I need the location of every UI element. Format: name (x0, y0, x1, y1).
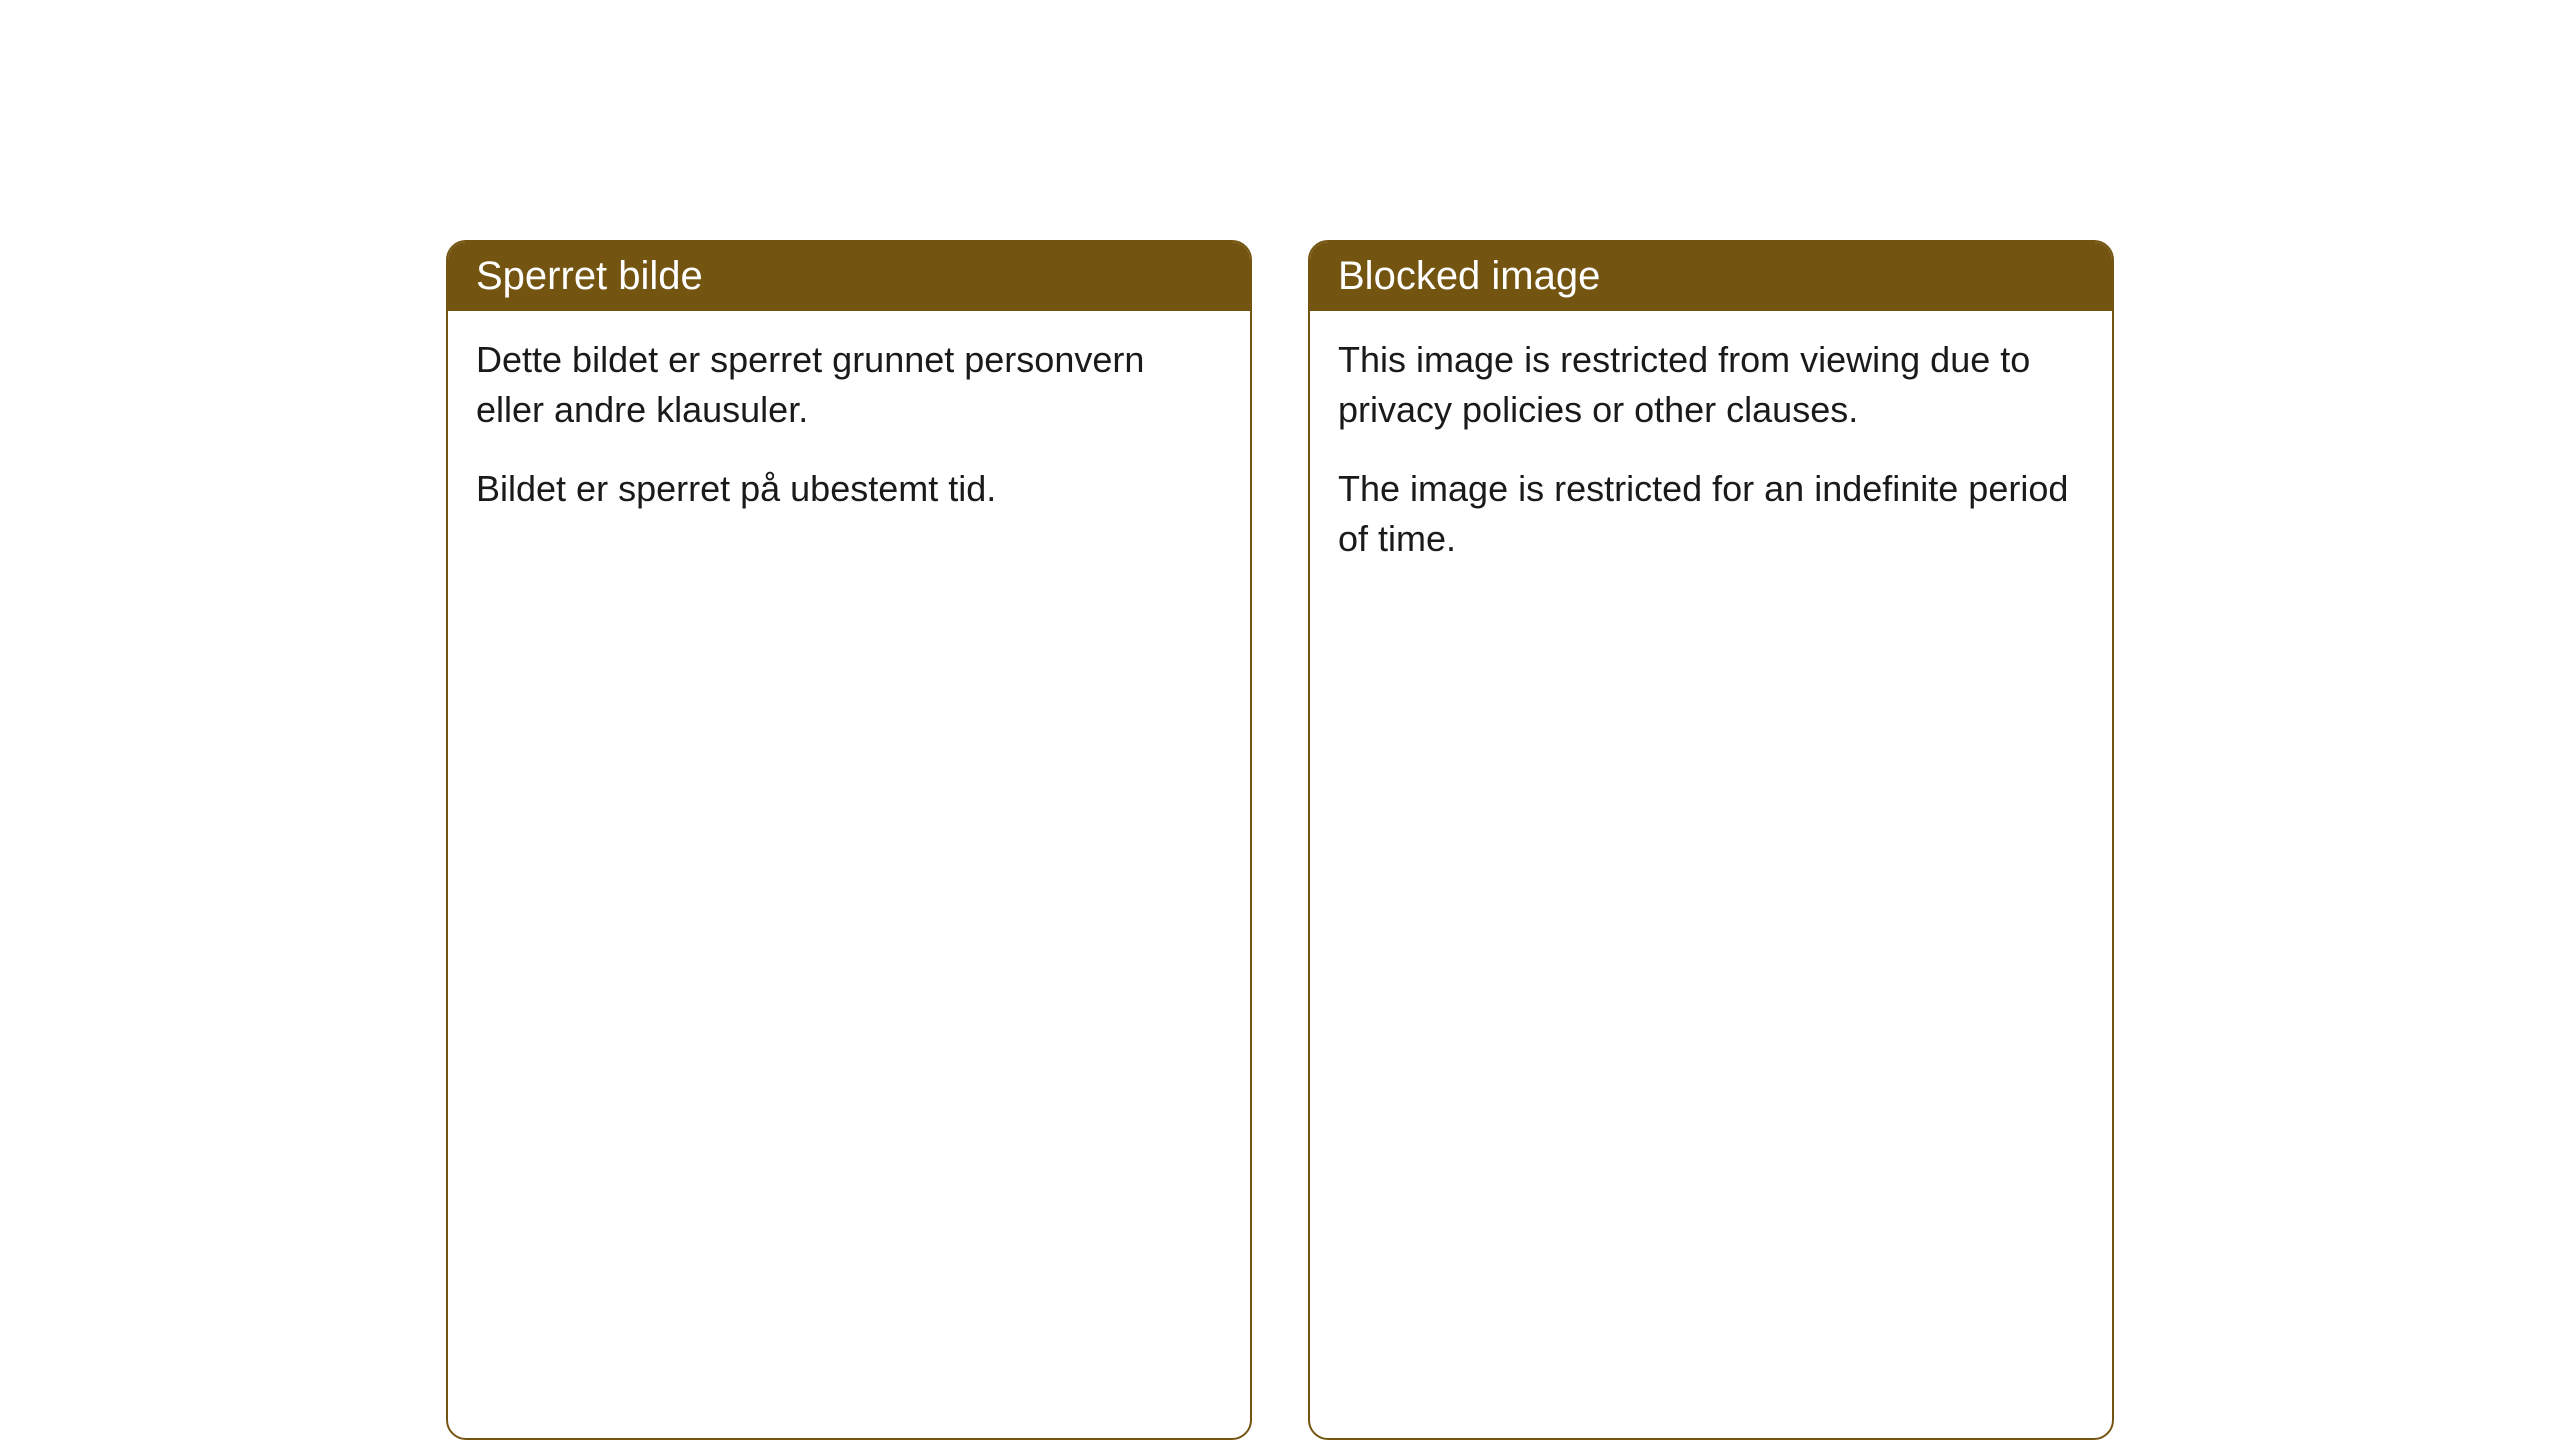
blocked-image-card-en: Blocked image This image is restricted f… (1308, 240, 2114, 1440)
card-paragraph-en-1: This image is restricted from viewing du… (1338, 335, 2084, 436)
card-paragraph-nb-1: Dette bildet er sperret grunnet personve… (476, 335, 1222, 436)
card-body-en: This image is restricted from viewing du… (1310, 311, 2112, 625)
card-title-nb: Sperret bilde (448, 242, 1250, 311)
card-paragraph-en-2: The image is restricted for an indefinit… (1338, 464, 2084, 565)
card-title-en: Blocked image (1310, 242, 2112, 311)
notice-container: Sperret bilde Dette bildet er sperret gr… (446, 240, 2114, 1440)
blocked-image-card-nb: Sperret bilde Dette bildet er sperret gr… (446, 240, 1252, 1440)
card-body-nb: Dette bildet er sperret grunnet personve… (448, 311, 1250, 574)
card-paragraph-nb-2: Bildet er sperret på ubestemt tid. (476, 464, 1222, 514)
